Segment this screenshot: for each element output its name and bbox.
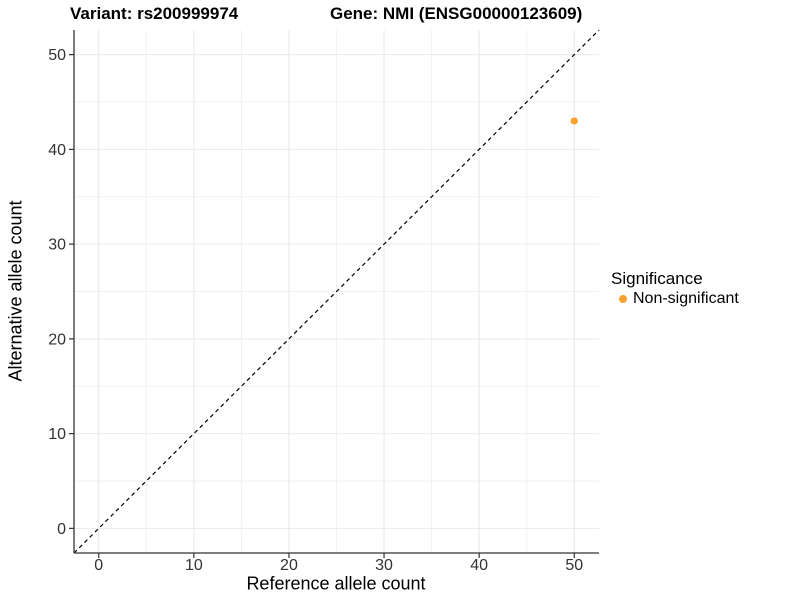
x-tick-label: 50 xyxy=(565,557,583,574)
x-tick-label: 30 xyxy=(375,557,393,574)
x-tick-label: 0 xyxy=(94,557,103,574)
legend-item-label: Non-significant xyxy=(633,290,739,307)
y-tick-label: 50 xyxy=(48,47,66,64)
identity-line xyxy=(73,29,600,554)
y-tick-label: 10 xyxy=(48,426,66,443)
legend-item-non-significant: Non-significant xyxy=(610,290,739,308)
legend-title: Significance xyxy=(611,269,703,288)
x-axis-title: Reference allele count xyxy=(246,573,426,594)
legend: Significance Non-significant xyxy=(610,269,739,308)
x-tick-label: 20 xyxy=(280,557,298,574)
y-tick-label: 0 xyxy=(57,521,66,538)
y-axis-title: Alternative allele count xyxy=(5,200,26,382)
x-tick-label: 40 xyxy=(470,557,488,574)
y-tick-label: 40 xyxy=(48,142,66,159)
plot-title-gene: Gene: NMI (ENSG00000123609) xyxy=(330,4,583,23)
x-tick-label: 10 xyxy=(185,557,203,574)
legend-point-icon xyxy=(619,295,627,303)
data-point xyxy=(570,117,578,125)
y-tick-label: 20 xyxy=(48,331,66,348)
legend-key xyxy=(615,291,631,307)
plot-title-variant: Variant: rs200999974 xyxy=(70,4,239,23)
y-tick-label: 30 xyxy=(48,237,66,254)
